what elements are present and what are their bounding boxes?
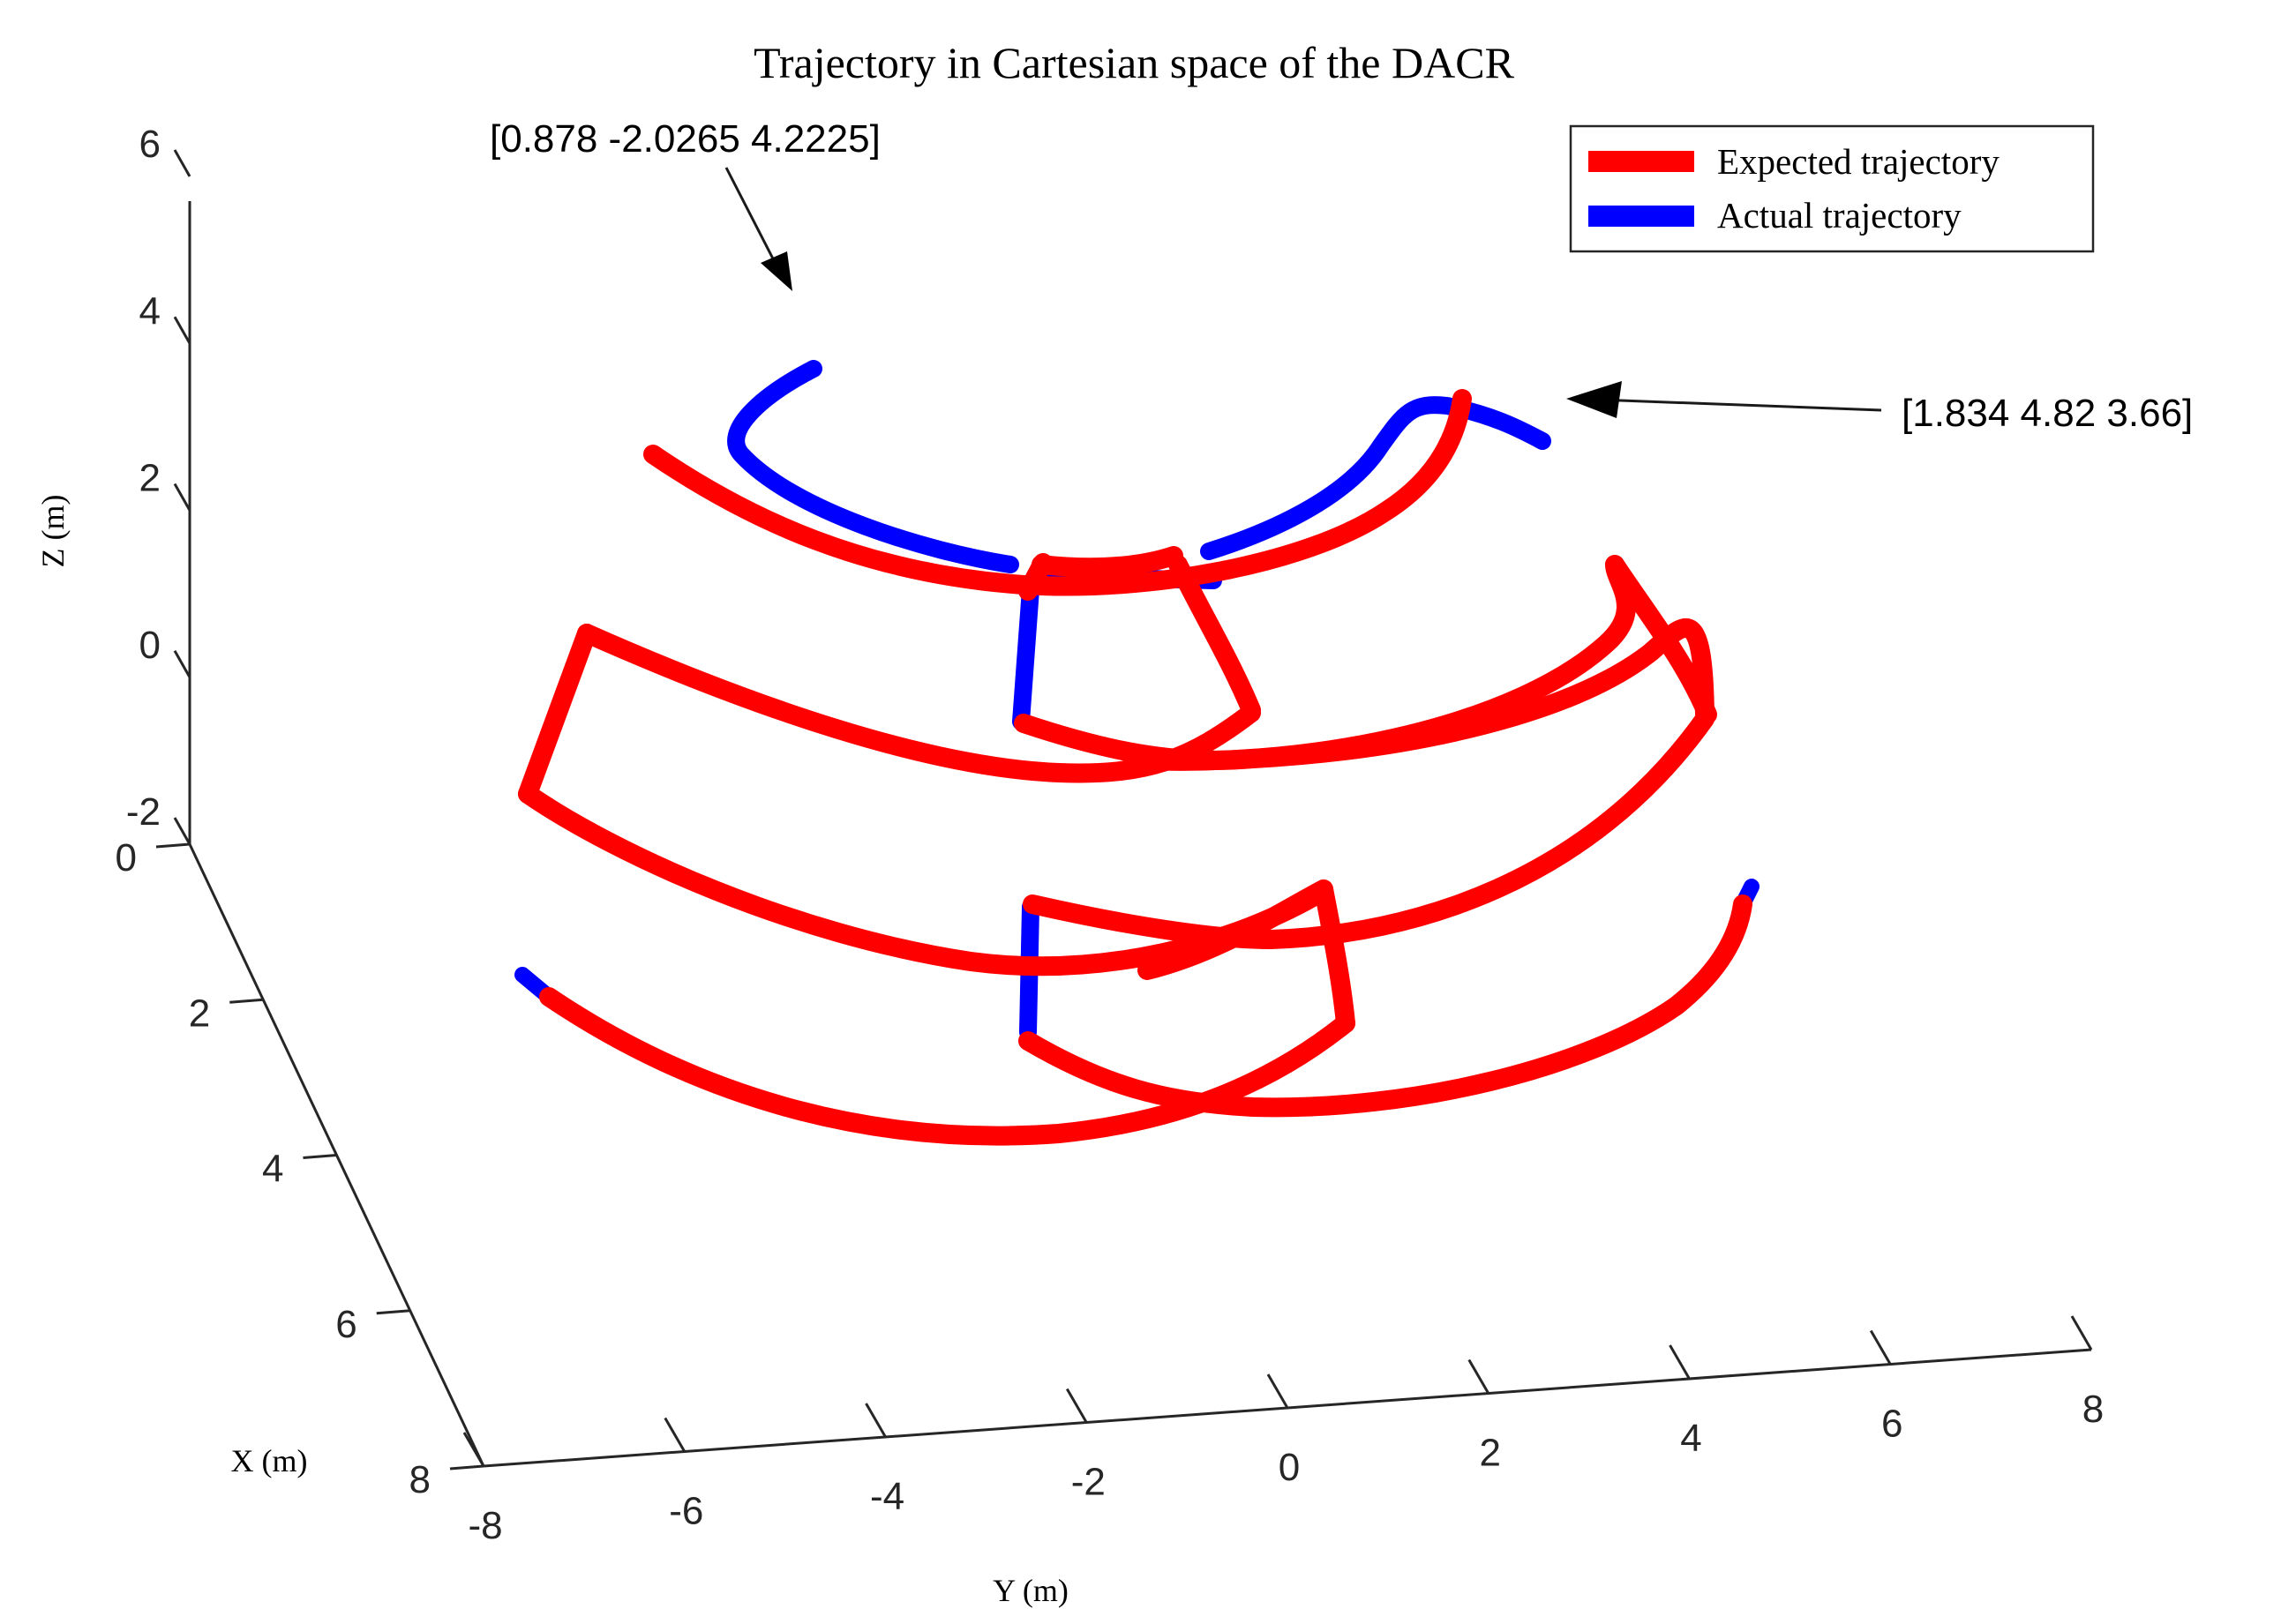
expected-lower-box-diagonal xyxy=(539,987,1355,1146)
y-tick-label-8: 8 xyxy=(2082,1388,2104,1431)
y-tick-label-1: -6 xyxy=(669,1490,703,1533)
annotation-right-arrow-shaft xyxy=(1596,398,1882,412)
expected-lower-box-right xyxy=(1314,879,1355,1033)
x-tick-label-2: 4 xyxy=(262,1148,283,1191)
annotation-left-text: [0.878 -2.0265 4.2225] xyxy=(490,117,881,161)
z-axis-label: Z (m) xyxy=(35,495,71,568)
y-tick-label-6: 4 xyxy=(1680,1417,1701,1460)
x-tick-label-3: 6 xyxy=(335,1303,356,1346)
annotation-right-text: [1.834 4.82 3.66] xyxy=(1902,392,2193,435)
y-tick-label-3: -2 xyxy=(1071,1461,1106,1504)
y-tick-label-5: 2 xyxy=(1480,1432,1501,1475)
actual-segment-upper-vertical xyxy=(1012,580,1039,730)
x-tick-2 xyxy=(303,1154,337,1159)
expected-left-drop xyxy=(518,624,597,804)
z-tick-4 xyxy=(173,149,191,177)
y-tick-2 xyxy=(865,1403,887,1438)
y-tick-8 xyxy=(2070,1315,2093,1351)
legend-label-actual: Actual trajectory xyxy=(1717,195,1962,236)
annotation-left-arrow-shaft xyxy=(724,167,780,270)
z-tick-label-1: 0 xyxy=(139,624,161,667)
expected-right-drop xyxy=(1605,555,1717,724)
y-tick-6 xyxy=(1669,1344,1691,1380)
y-tick-label-2: -4 xyxy=(870,1475,904,1518)
z-axis: -2 0 2 4 6 Z (m) xyxy=(35,123,191,845)
y-tick-label-0: -8 xyxy=(468,1504,502,1547)
x-tick-1 xyxy=(229,998,264,1004)
expected-upper-box-left xyxy=(1018,553,1053,601)
x-axis-label: X (m) xyxy=(231,1443,308,1478)
x-tick-4 xyxy=(449,1464,484,1471)
z-tick-label-3: 4 xyxy=(139,289,161,333)
annotation-right: [1.834 4.82 3.66] xyxy=(1566,381,2193,435)
trajectory-plot xyxy=(514,360,1760,1146)
legend-box xyxy=(1569,124,2095,253)
z-tick-3 xyxy=(173,316,191,344)
y-axis-ticks: -8 -6 -4 -2 0 2 4 6 8 xyxy=(462,1315,2104,1547)
expected-upper-box-right xyxy=(1168,555,1261,720)
z-tick-label-2: 2 xyxy=(139,457,161,500)
y-tick-label-7: 6 xyxy=(1881,1403,1902,1446)
y-tick-label-4: 0 xyxy=(1279,1446,1300,1489)
y-tick-0 xyxy=(462,1432,485,1467)
z-tick-1 xyxy=(173,650,191,678)
x-axis: 0 2 4 6 8 X (m) xyxy=(116,836,485,1501)
legend: Expected trajectory Actual trajectory xyxy=(1569,124,2095,253)
y-tick-4 xyxy=(1266,1373,1289,1409)
x-tick-label-1: 2 xyxy=(189,992,210,1035)
y-tick-5 xyxy=(1467,1358,1490,1395)
z-tick-2 xyxy=(173,483,191,512)
y-tick-1 xyxy=(664,1417,687,1453)
legend-label-expected: Expected trajectory xyxy=(1717,141,2000,182)
x-axis-ticks: 0 2 4 6 8 xyxy=(116,836,484,1501)
x-tick-0 xyxy=(155,842,191,849)
x-tick-3 xyxy=(376,1309,410,1315)
expected-lower-box-bottom xyxy=(1018,894,1752,1118)
z-tick-label-0: -2 xyxy=(126,790,161,834)
y-tick-7 xyxy=(1869,1329,1892,1366)
y-axis-label: Y (m) xyxy=(993,1573,1069,1608)
z-tick-label-4: 6 xyxy=(139,123,161,166)
z-tick-0 xyxy=(173,817,191,845)
series-expected-trajectory xyxy=(518,389,1752,1146)
y-tick-3 xyxy=(1065,1388,1088,1424)
x-tick-label-0: 0 xyxy=(116,836,137,879)
annotation-right-arrow-head xyxy=(1566,381,1622,418)
actual-segment-top-left xyxy=(727,360,1019,573)
annotation-left: [0.878 -2.0265 4.2225] xyxy=(490,117,881,291)
expected-upper-box-top xyxy=(1032,546,1183,578)
z-axis-ticks: -2 0 2 4 6 xyxy=(126,123,191,845)
expected-arc-top xyxy=(643,389,1472,596)
chart-title: Trajectory in Cartesian space of the DAC… xyxy=(754,38,1514,87)
actual-segment-top-right xyxy=(1200,396,1551,560)
expected-lower-box-right-top xyxy=(1137,879,1333,980)
annotation-left-arrow-head xyxy=(761,251,792,291)
x-tick-label-4: 8 xyxy=(409,1458,431,1501)
y-axis: -8 -6 -4 -2 0 2 4 6 8 Y (m) xyxy=(462,1315,2104,1608)
